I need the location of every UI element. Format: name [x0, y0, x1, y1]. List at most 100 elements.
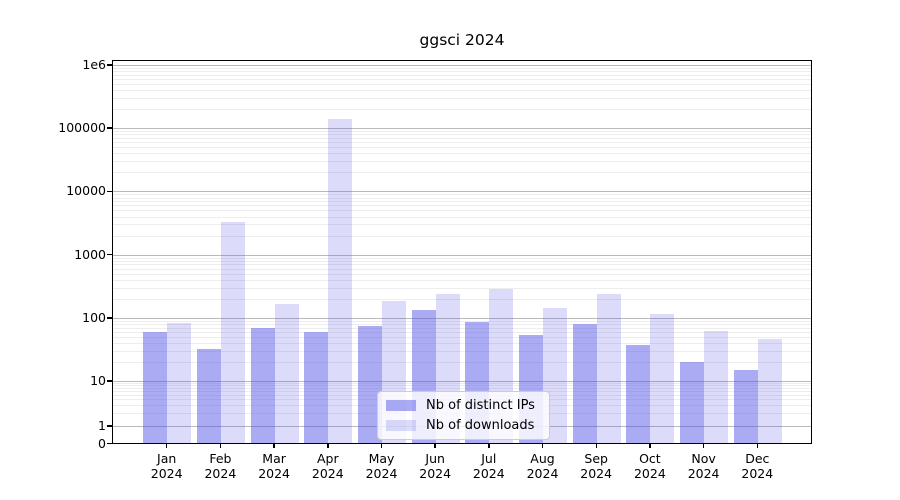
gridline-major — [113, 128, 811, 130]
y-tick-mark — [107, 253, 112, 256]
x-tick-year: 2024 — [258, 466, 290, 481]
bar-distinct-ips-feb — [196, 349, 221, 443]
x-tick-year: 2024 — [150, 466, 183, 481]
gridline-major — [113, 381, 811, 382]
y-tick-label-1000: 1000 — [74, 246, 106, 262]
x-tick-year: 2024 — [687, 466, 720, 481]
x-tick-mark — [219, 443, 222, 448]
x-tick-year: 2024 — [472, 466, 505, 481]
bar-downloads-apr — [328, 119, 353, 443]
x-tick-year: 2024 — [526, 466, 559, 481]
x-tick-label-mar: Mar 2024 — [242, 451, 306, 481]
legend: Nb of distinct IPs Nb of downloads — [377, 391, 550, 440]
gridline-major — [113, 254, 811, 256]
x-tick-month: Apr — [316, 451, 339, 466]
x-tick-month: May — [368, 451, 395, 466]
bar-distinct-ips-nov — [680, 362, 705, 443]
gridline-minor — [113, 201, 811, 203]
y-tick-mark — [107, 425, 112, 427]
gridline-minor — [113, 84, 811, 85]
x-tick-label-apr: Apr 2024 — [296, 451, 360, 481]
bar-distinct-ips-dec — [733, 369, 758, 443]
bar-downloads-jan — [167, 323, 192, 443]
x-tick-year: 2024 — [365, 466, 398, 481]
gridline-minor — [113, 260, 811, 262]
x-tick-month: Nov — [691, 451, 716, 466]
gridline-minor — [113, 264, 811, 266]
plot-area: Nb of distinct IPs Nb of downloads — [112, 60, 812, 444]
x-tick-month: Jan — [157, 451, 177, 466]
gridline-minor — [113, 235, 811, 237]
gridline-minor — [113, 142, 811, 144]
gridline-minor — [113, 287, 811, 289]
gridline-minor — [113, 268, 811, 270]
x-tick-mark — [702, 443, 705, 448]
x-tick-label-jun: Jun 2024 — [403, 451, 467, 481]
legend-item-distinct-ips: Nb of distinct IPs — [386, 398, 539, 413]
y-tick-label-0: 0 — [98, 435, 106, 451]
gridline-minor — [113, 362, 811, 363]
x-tick-month: Jul — [481, 451, 497, 466]
gridline-minor — [113, 388, 811, 389]
gridline-major — [113, 191, 811, 193]
x-tick-month: Jun — [425, 451, 445, 466]
bar-downloads-oct — [650, 314, 675, 443]
x-tick-label-nov: Nov 2024 — [672, 451, 736, 481]
gridline-minor — [113, 153, 811, 155]
y-tick-mark — [107, 190, 112, 193]
chart-title: ggsci 2024 — [419, 31, 505, 49]
y-tick-mark — [107, 64, 112, 66]
y-tick-label-100000: 100000 — [58, 120, 106, 136]
gridline-minor — [113, 216, 811, 218]
x-tick-label-aug: Aug 2024 — [511, 451, 575, 481]
gridline-minor — [113, 71, 811, 73]
gridline-major — [113, 317, 811, 319]
legend-swatch-downloads — [386, 420, 416, 431]
gridline-minor — [113, 350, 811, 352]
y-tick-label-100: 100 — [82, 309, 106, 325]
y-tick-mark — [107, 380, 112, 382]
y-tick-label-1e6: 1e6 — [82, 57, 106, 72]
x-tick-month: Oct — [639, 451, 661, 466]
y-tick-label-1: 1 — [98, 418, 106, 433]
bar-downloads-sep — [596, 294, 621, 443]
x-tick-month: Mar — [262, 451, 286, 466]
bar-distinct-ips-jan — [143, 331, 168, 443]
gridline-minor — [113, 342, 811, 344]
x-tick-mark — [434, 443, 436, 448]
bar-distinct-ips-sep — [572, 324, 597, 443]
x-tick-month: Dec — [745, 451, 770, 466]
x-tick-mark — [165, 443, 168, 448]
bar-downloads-dec — [757, 338, 782, 443]
x-tick-year: 2024 — [741, 466, 774, 481]
gridline-minor — [113, 131, 811, 133]
y-tick-mark — [107, 127, 112, 129]
x-tick-label-may: May 2024 — [350, 451, 414, 481]
x-tick-year: 2024 — [633, 466, 666, 481]
bar-downloads-nov — [704, 330, 729, 443]
bar-downloads-feb — [220, 221, 245, 443]
x-tick-mark — [380, 443, 383, 448]
gridline-minor — [113, 194, 811, 196]
x-tick-label-sep: Sep 2024 — [564, 451, 628, 481]
gridline-minor — [113, 210, 811, 212]
gridline-minor — [113, 79, 811, 80]
x-tick-year: 2024 — [311, 466, 344, 481]
gridline-minor — [113, 224, 811, 226]
x-tick-label-jul: Jul 2024 — [457, 451, 521, 481]
bar-distinct-ips-oct — [626, 345, 651, 443]
legend-label-downloads: Nb of downloads — [426, 418, 535, 433]
x-tick-label-dec: Dec 2024 — [725, 451, 789, 481]
x-tick-label-jan: Jan 2024 — [135, 451, 199, 481]
gridline-minor — [113, 320, 811, 322]
gridline-minor — [113, 327, 811, 329]
gridline-minor — [113, 385, 811, 387]
gridline-minor — [113, 279, 811, 281]
gridline-minor — [113, 323, 811, 325]
x-tick-mark — [649, 443, 651, 448]
gridline-minor — [113, 161, 811, 163]
x-tick-mark — [327, 443, 329, 448]
gridline-minor — [113, 336, 811, 338]
legend-item-downloads: Nb of downloads — [386, 418, 539, 433]
x-tick-mark — [273, 443, 275, 448]
